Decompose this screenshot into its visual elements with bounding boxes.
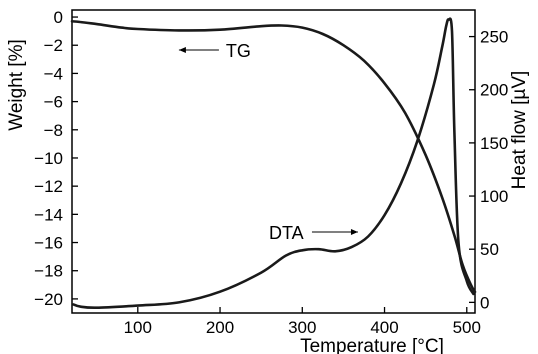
x-tick-label: 200: [206, 318, 234, 337]
x-tick-label: 300: [288, 318, 316, 337]
series: [70, 17, 477, 310]
y-left-tick-label: −8: [44, 121, 63, 140]
y-left-tick-label: −12: [34, 177, 63, 196]
x-tick-label: 100: [124, 318, 152, 337]
y-left-tick-label: −18: [34, 262, 63, 281]
tg-label: TG: [226, 41, 251, 61]
y-left-tick-label: −6: [44, 93, 63, 112]
y-right-tick-label: 100: [480, 187, 508, 206]
tick-marks: [72, 16, 475, 313]
annotations: TG DTA: [178, 41, 358, 243]
y-right-tick-label: 200: [480, 81, 508, 100]
x-axis-title: Temperature [°C]: [300, 336, 444, 354]
plot-frame: [71, 9, 476, 314]
dta-arrow: [311, 229, 358, 235]
tg-curve: [70, 20, 477, 294]
y-left-tick-label: −20: [34, 290, 63, 309]
x-tick-label: 400: [370, 318, 398, 337]
y-right-tick-label: 0: [480, 293, 489, 312]
y-left-tick-label: −16: [34, 234, 63, 253]
dta-curve: [72, 17, 475, 310]
y-axis-left-title: Weight [%]: [6, 39, 27, 131]
y-left-tick-label: 0: [54, 8, 63, 27]
x-tick-label: 500: [453, 318, 481, 337]
y-right-tick-label: 50: [480, 240, 499, 259]
y-left-tick-label: −14: [34, 205, 63, 224]
y-right-tick-label: 150: [480, 134, 508, 153]
y-right-tick-label: 250: [480, 28, 508, 47]
y-axis-right-title: Heat flow [µV]: [509, 71, 530, 190]
tick-labels: 100 200 300 400 5000−2−4−6−8−10−12−14−16−18−…: [34, 8, 508, 337]
tg-arrow: [178, 47, 219, 53]
y-left-tick-label: −10: [34, 149, 63, 168]
y-left-tick-label: −4: [44, 64, 63, 83]
dta-label: DTA: [269, 223, 304, 243]
y-left-tick-label: −2: [44, 36, 63, 55]
